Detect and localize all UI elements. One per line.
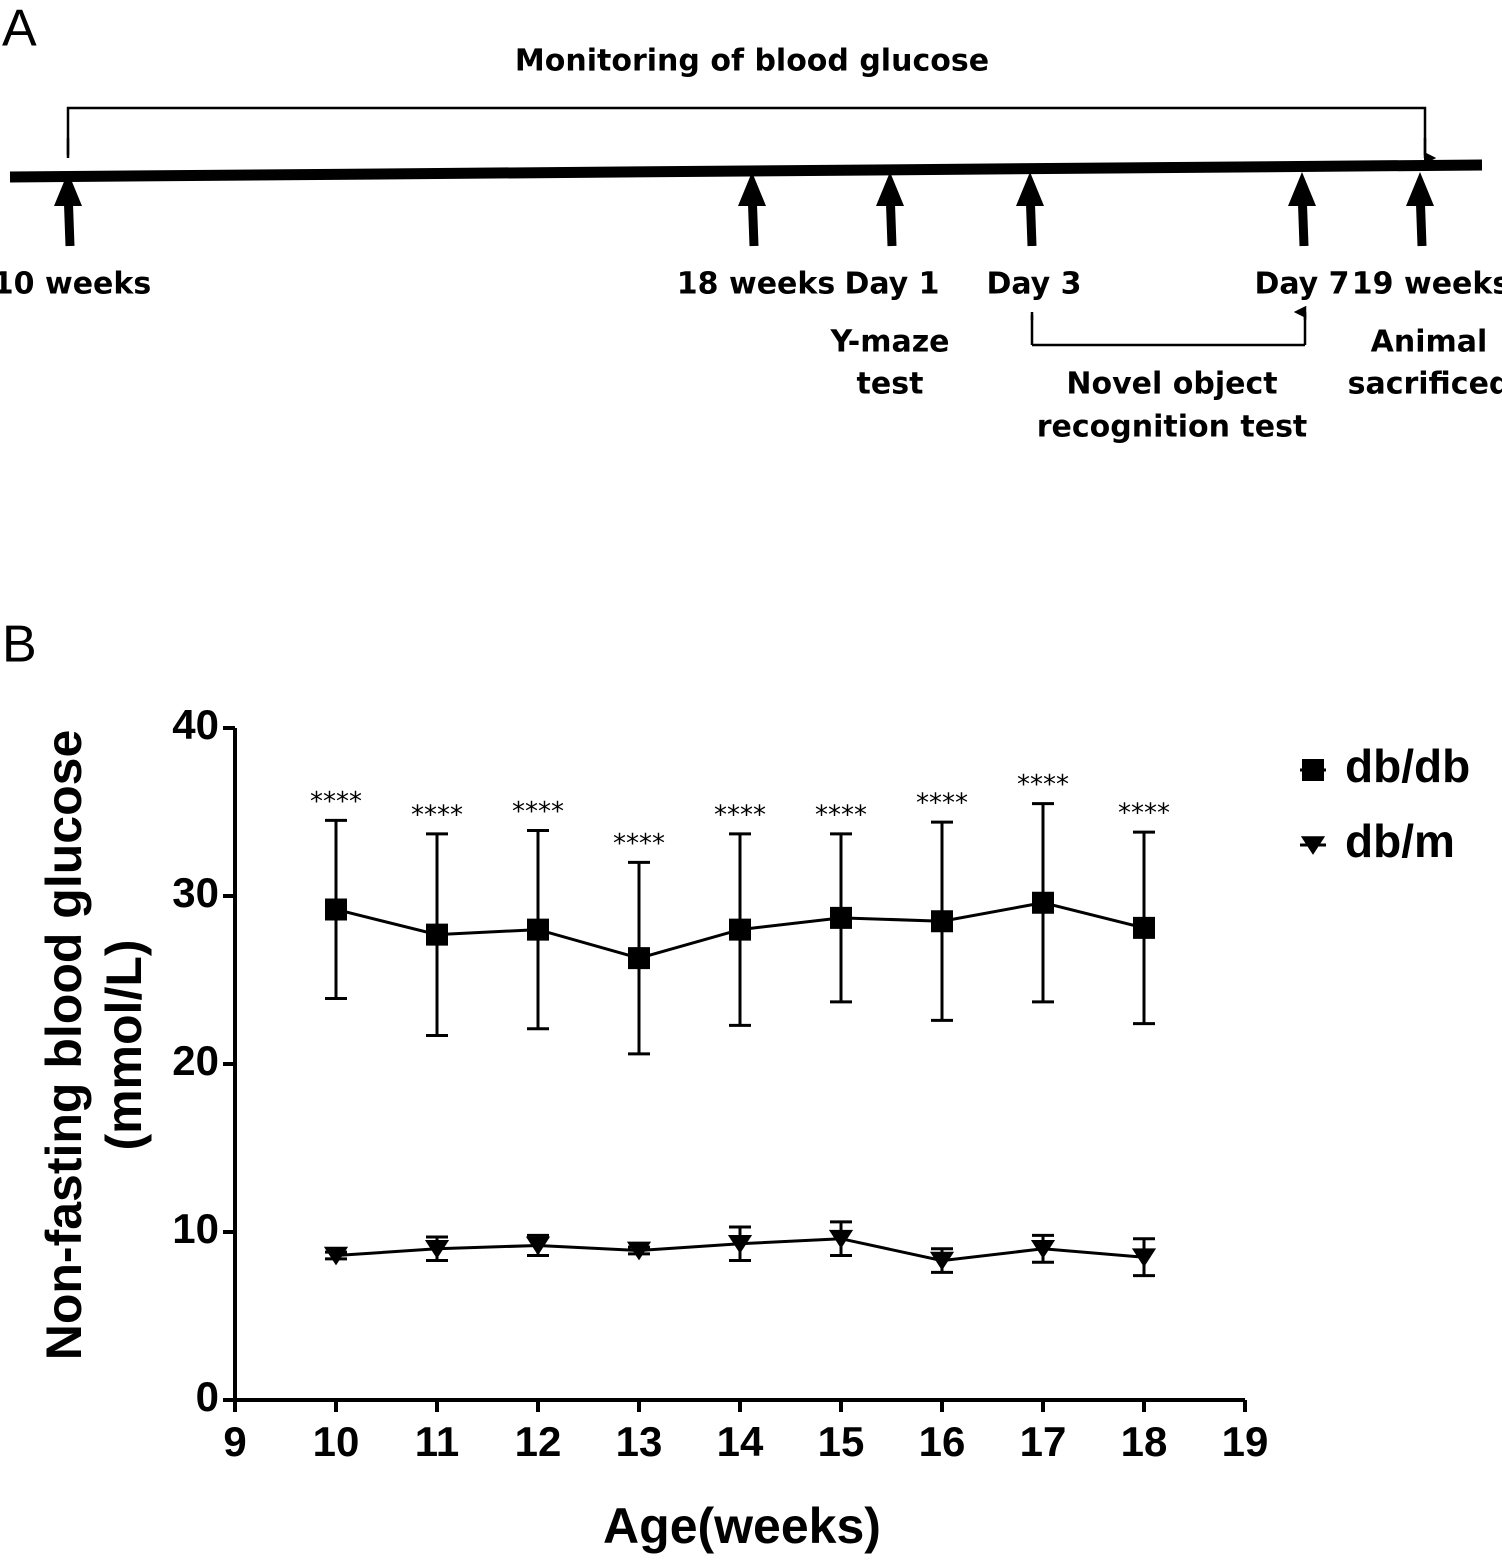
y-tick-label: 10 (172, 1205, 219, 1252)
data-point (828, 1229, 854, 1249)
x-tick-label: 11 (415, 1418, 459, 1465)
significance-label: **** (512, 797, 564, 827)
bracket (66, 106, 1427, 155)
timeline (9, 159, 1483, 183)
timeline-arrowhead (1406, 172, 1434, 206)
x-tick-label: 17 (1020, 1418, 1067, 1465)
y-tick-label: 0 (196, 1373, 219, 1420)
data-point (527, 918, 549, 941)
data-point (424, 1240, 450, 1259)
timeline-note: Y-maze (829, 325, 949, 360)
x-tick-label: 15 (818, 1418, 865, 1465)
y-axis-title: (mmol/L) (96, 939, 152, 1150)
significance-label: **** (714, 800, 766, 830)
timeline-arrowhead (1288, 172, 1316, 206)
data-point (323, 1246, 349, 1266)
span-arrows (1030, 312, 1305, 320)
bracket-arrows (66, 138, 1425, 158)
y-tick-label: 40 (172, 701, 219, 748)
significance-label: **** (310, 787, 362, 817)
span-label: recognition test (1037, 410, 1308, 445)
timeline-arrowhead (54, 172, 82, 206)
timeline-label: Day 1 (844, 267, 939, 302)
x-tick-label: 9 (223, 1418, 246, 1465)
significance-label: **** (1017, 770, 1069, 800)
legend-label: db/m (1345, 815, 1455, 867)
panel-label: A (2, 0, 37, 58)
y-axis-title: Non-fasting blood glucose (36, 730, 92, 1361)
data-point (325, 898, 347, 921)
significance-label: **** (916, 789, 968, 819)
timeline-note: test (857, 367, 924, 402)
timeline-note: Animal (1371, 325, 1488, 360)
data-point (931, 910, 953, 933)
data-point (929, 1251, 955, 1271)
x-tick-label: 16 (919, 1418, 966, 1465)
data-point (1133, 916, 1155, 939)
timeline-label: 10 weeks (0, 267, 151, 302)
significance-label: **** (411, 800, 463, 830)
timeline-label: 18 weeks (677, 267, 835, 302)
data-point (1032, 891, 1054, 914)
x-tick-label: 10 (313, 1418, 360, 1465)
significance-label: **** (815, 800, 867, 830)
data-point (830, 906, 852, 929)
panel-a: A Monitoring of blood glucose Novel obje… (0, 0, 1502, 445)
span-bracket (1030, 315, 1307, 347)
timeline-arrowhead (1016, 172, 1044, 206)
data-point (729, 918, 751, 941)
data-point (1131, 1248, 1157, 1268)
y-tick-label: 30 (172, 869, 219, 916)
timeline-label: 19 weeks (1352, 267, 1502, 302)
data-point (426, 923, 448, 946)
data-point (727, 1234, 753, 1254)
data-point (626, 1241, 652, 1261)
span-label: Novel object (1066, 367, 1277, 402)
bracket-label: Monitoring of blood glucose (515, 44, 989, 79)
significance-label: **** (613, 829, 665, 859)
legend-label: db/db (1345, 740, 1470, 792)
x-tick-label: 19 (1222, 1418, 1269, 1465)
x-tick-label: 13 (616, 1418, 663, 1465)
panel-label: B (2, 616, 37, 674)
x-tick-label: 14 (717, 1418, 764, 1465)
x-tick-label: 18 (1121, 1418, 1168, 1465)
data-point (525, 1236, 551, 1256)
panel-b: B Age(weeks) Non-fasting blood glucose (… (2, 616, 1470, 1554)
timeline-note: sacrificed (1348, 367, 1502, 402)
timeline-label: Day 7 (1254, 267, 1349, 302)
y-tick-label: 20 (172, 1037, 219, 1084)
significance-label: **** (1118, 799, 1170, 829)
data-point (628, 947, 650, 970)
x-axis-title: Age(weeks) (603, 1498, 881, 1554)
timeline-label: Day 3 (986, 267, 1081, 302)
timeline-arrowhead (738, 172, 766, 206)
x-tick-label: 12 (515, 1418, 562, 1465)
data-point (1030, 1240, 1056, 1259)
timeline-arrowhead (876, 172, 904, 206)
